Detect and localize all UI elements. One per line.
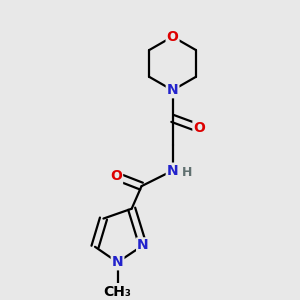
Text: O: O [167,30,178,44]
Text: N: N [137,238,149,252]
Text: O: O [110,169,122,183]
Text: CH₃: CH₃ [103,285,131,299]
Text: N: N [167,83,178,97]
Text: O: O [194,121,205,135]
Text: H: H [182,166,192,178]
Text: N: N [167,164,178,178]
Text: N: N [112,255,123,269]
